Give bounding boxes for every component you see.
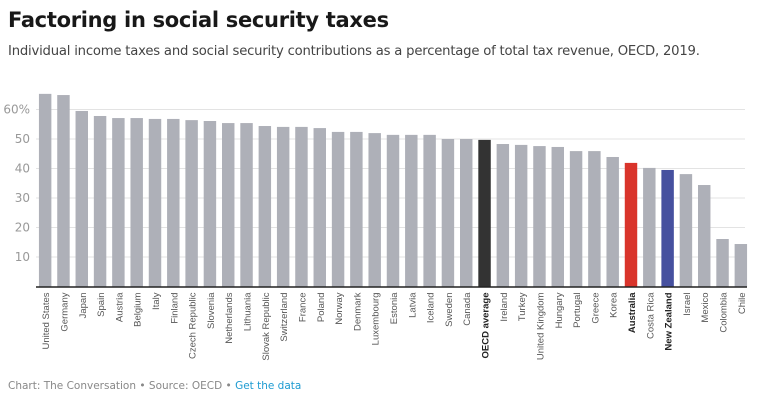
bar-new-zealand xyxy=(661,169,674,287)
bar-oecd-average xyxy=(478,139,491,287)
bar-hungary xyxy=(551,146,564,287)
bar-sweden xyxy=(441,139,455,287)
x-tick-label: Turkey xyxy=(517,292,528,321)
x-tick-label: Canada xyxy=(462,292,473,326)
footer-credit: Chart: The Conversation xyxy=(8,380,137,392)
x-tick-label: Netherlands xyxy=(224,292,235,343)
footer-source: Source: OECD xyxy=(148,380,223,392)
bar-australia xyxy=(624,162,638,287)
x-tick-label: Sweden xyxy=(444,293,455,327)
x-tick-label: Chile xyxy=(737,293,748,315)
x-tick-label: Japan xyxy=(78,293,89,319)
chart-footer: Chart: The Conversation • Source: OECD •… xyxy=(8,380,301,392)
bar-chile xyxy=(734,244,748,287)
bar-estonia xyxy=(386,134,400,287)
y-axis-ticks: 10 20 30 40 50 60% xyxy=(3,103,30,265)
x-tick-label: Costa Rica xyxy=(645,292,656,339)
chart-title: Factoring in social security taxes xyxy=(8,8,389,32)
footer-separator: • xyxy=(225,380,232,392)
chart-subtitle: Individual income taxes and social secur… xyxy=(8,44,700,59)
bar-poland xyxy=(313,128,326,287)
x-tick-label: Australia xyxy=(627,292,638,333)
bar-czech-republic xyxy=(185,120,198,287)
x-tick-label: Denmark xyxy=(352,292,363,331)
bar-norway xyxy=(331,131,345,287)
footer-separator: • xyxy=(139,380,146,392)
x-tick-label: United Kingdom xyxy=(535,292,546,360)
y-tick-label: 30 xyxy=(15,191,30,205)
bar-japan xyxy=(75,110,88,287)
bar-belgium xyxy=(130,118,143,287)
x-tick-label: Ireland xyxy=(499,293,510,322)
x-tick-label: Poland xyxy=(316,293,327,323)
bar-switzerland xyxy=(276,126,290,287)
bar-spain xyxy=(93,115,107,287)
x-tick-label: OECD average xyxy=(481,293,492,359)
x-tick-label: Germany xyxy=(59,292,70,331)
bar-portugal xyxy=(569,151,583,287)
x-tick-label: Slovenia xyxy=(206,292,217,329)
x-tick-label: Czech Republic xyxy=(188,292,199,359)
bar-united-states xyxy=(38,93,52,287)
bar-united-kingdom xyxy=(533,146,546,287)
bar-finland xyxy=(167,118,180,287)
x-tick-label: Luxembourg xyxy=(371,293,382,346)
bar-turkey xyxy=(514,144,528,287)
bar-germany xyxy=(57,95,70,287)
x-tick-label: Hungary xyxy=(554,292,565,328)
x-tick-label: Estonia xyxy=(389,292,400,324)
bar-ireland xyxy=(496,144,510,287)
y-tick-label: 10 xyxy=(15,250,30,264)
bars xyxy=(38,93,748,287)
bar-costa-rica xyxy=(643,167,656,287)
x-tick-label: Spain xyxy=(96,293,107,317)
y-tick-label: 50 xyxy=(15,132,30,146)
bar-colombia xyxy=(716,239,729,287)
x-tick-label: Finland xyxy=(169,293,180,324)
bar-slovenia xyxy=(203,121,217,287)
x-tick-label: Belgium xyxy=(133,292,144,326)
bar-korea xyxy=(606,156,619,287)
bar-lithuania xyxy=(240,123,253,287)
bar-france xyxy=(295,126,308,287)
x-tick-label: United States xyxy=(41,292,52,349)
bar-canada xyxy=(460,139,473,287)
get-the-data-link[interactable]: Get the data xyxy=(235,380,302,392)
x-tick-label: Colombia xyxy=(719,292,730,333)
bar-iceland xyxy=(423,134,436,287)
y-tick-label: 60% xyxy=(3,103,30,117)
x-axis-labels: United States Germany Japan Spain Austria Bel… xyxy=(41,292,748,361)
bar-latvia xyxy=(405,134,418,287)
x-tick-label: Portugal xyxy=(572,293,583,328)
bar-greece xyxy=(588,151,601,287)
bar-austria xyxy=(112,118,125,287)
x-tick-label: Korea xyxy=(609,292,620,318)
x-tick-label: Slovak Republic xyxy=(261,292,272,360)
bar-netherlands xyxy=(222,123,235,287)
x-tick-label: Latvia xyxy=(407,292,418,318)
x-tick-label: Mexico xyxy=(700,293,711,323)
x-tick-label: Norway xyxy=(334,292,345,324)
x-tick-label: Iceland xyxy=(426,293,437,324)
bar-israel xyxy=(679,174,693,287)
bar-luxembourg xyxy=(368,133,381,287)
x-tick-label: Israel xyxy=(682,293,693,316)
x-tick-label: Lithuania xyxy=(243,292,254,331)
bar-denmark xyxy=(350,131,363,287)
x-tick-label: France xyxy=(297,293,308,323)
bar-mexico xyxy=(698,185,711,287)
bar-italy xyxy=(148,118,162,287)
bar-slovak-republic xyxy=(258,126,272,287)
x-tick-label: Austria xyxy=(114,292,125,322)
x-tick-label: Switzerland xyxy=(279,293,290,342)
y-tick-label: 40 xyxy=(15,162,30,176)
y-tick-label: 20 xyxy=(15,221,30,235)
x-tick-label: Greece xyxy=(590,293,601,324)
x-tick-label: Italy xyxy=(151,292,162,310)
x-tick-label: New Zealand xyxy=(664,292,675,350)
